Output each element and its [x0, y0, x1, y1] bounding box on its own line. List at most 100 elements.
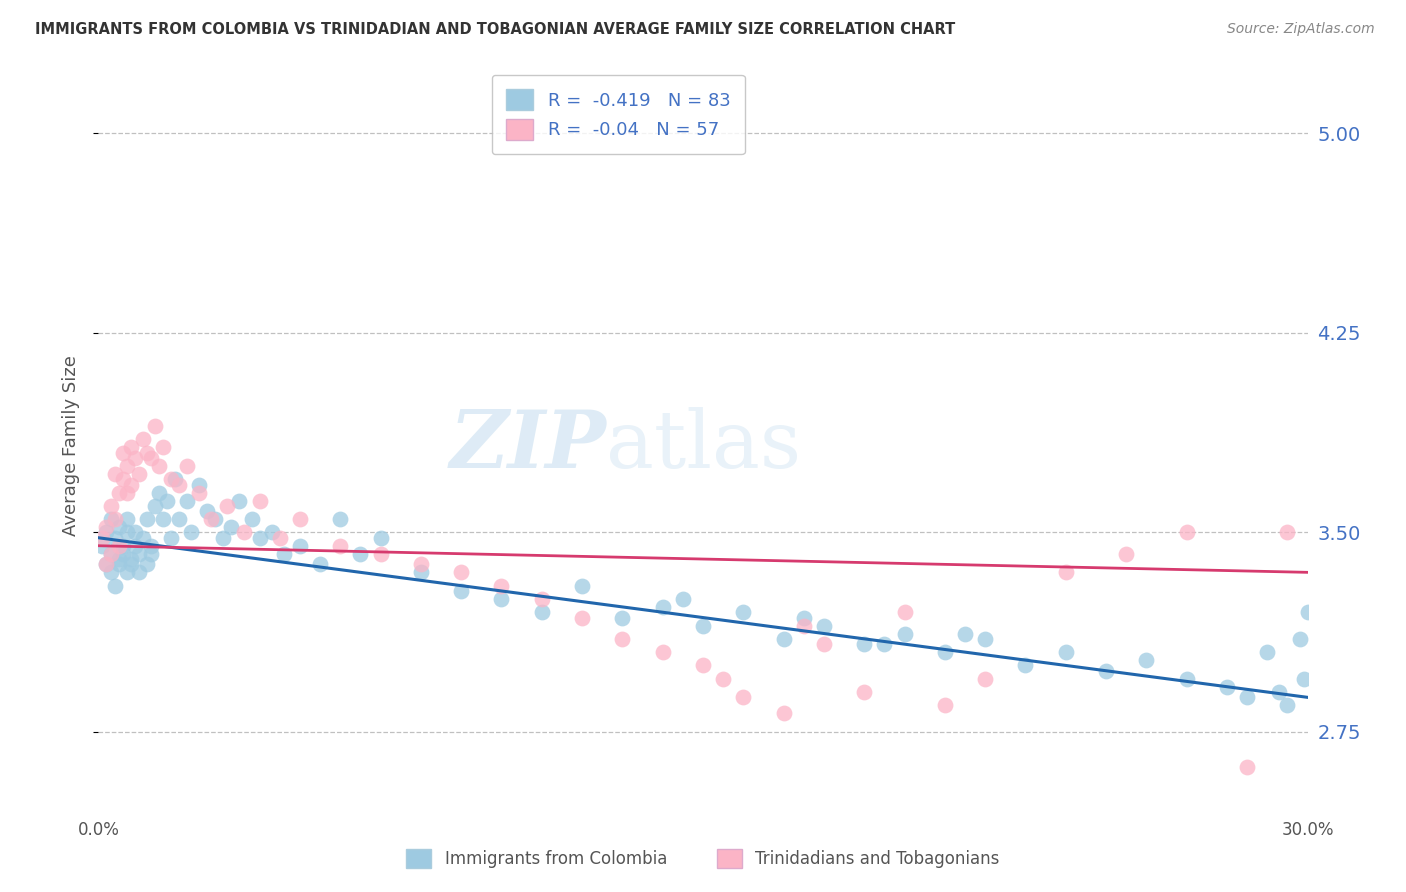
Point	[530, 605, 553, 619]
Point	[180, 525, 202, 540]
Point	[139, 539, 162, 553]
Point	[139, 547, 162, 561]
Point	[120, 477, 142, 491]
Point	[120, 440, 142, 454]
Point	[200, 512, 222, 526]
Point	[1277, 698, 1299, 713]
Point	[135, 512, 157, 526]
Point	[269, 531, 291, 545]
Point	[176, 493, 198, 508]
Point	[152, 440, 174, 454]
Point	[329, 512, 352, 526]
Point	[91, 539, 114, 553]
Point	[188, 485, 211, 500]
Point	[148, 485, 170, 500]
Point	[167, 512, 190, 526]
Point	[1256, 645, 1278, 659]
Point	[128, 566, 150, 580]
Text: ZIP: ZIP	[450, 408, 606, 484]
Point	[217, 499, 239, 513]
Point	[772, 706, 794, 721]
Point	[1054, 566, 1077, 580]
Text: atlas: atlas	[606, 407, 801, 485]
Point	[329, 539, 352, 553]
Point	[288, 539, 311, 553]
Point	[953, 626, 976, 640]
Point	[974, 672, 997, 686]
Point	[1236, 759, 1258, 773]
Point	[873, 637, 896, 651]
Point	[772, 632, 794, 646]
Y-axis label: Average Family Size: Average Family Size	[62, 356, 80, 536]
Point	[1175, 672, 1198, 686]
Point	[651, 645, 673, 659]
Point	[139, 450, 162, 465]
Point	[115, 458, 138, 473]
Point	[409, 566, 432, 580]
Point	[240, 512, 263, 526]
Point	[1135, 653, 1157, 667]
Point	[135, 558, 157, 572]
Point	[204, 512, 226, 526]
Text: IMMIGRANTS FROM COLOMBIA VS TRINIDADIAN AND TOBAGONIAN AVERAGE FAMILY SIZE CORRE: IMMIGRANTS FROM COLOMBIA VS TRINIDADIAN …	[35, 22, 956, 37]
Point	[100, 547, 122, 561]
Point	[100, 512, 122, 526]
Point	[893, 626, 915, 640]
Point	[450, 566, 472, 580]
Point	[143, 419, 166, 434]
Point	[188, 477, 211, 491]
Point	[672, 591, 695, 606]
Point	[273, 547, 295, 561]
Point	[232, 525, 254, 540]
Point	[163, 472, 186, 486]
Point	[115, 566, 138, 580]
Point	[103, 531, 125, 545]
Point	[1296, 605, 1319, 619]
Point	[450, 584, 472, 599]
Point	[893, 605, 915, 619]
Point	[160, 472, 183, 486]
Point	[571, 579, 593, 593]
Point	[107, 558, 129, 572]
Point	[115, 512, 138, 526]
Point	[1236, 690, 1258, 705]
Point	[195, 504, 218, 518]
Point	[124, 450, 146, 465]
Point	[249, 493, 271, 508]
Point	[135, 445, 157, 459]
Point	[96, 520, 118, 534]
Point	[288, 512, 311, 526]
Point	[91, 531, 114, 545]
Point	[1292, 672, 1315, 686]
Point	[96, 525, 118, 540]
Point	[167, 477, 190, 491]
Point	[103, 467, 125, 481]
Point	[1288, 632, 1310, 646]
Legend: R =  -0.419   N = 83, R =  -0.04   N = 57: R = -0.419 N = 83, R = -0.04 N = 57	[492, 75, 745, 154]
Point	[100, 547, 122, 561]
Point	[143, 499, 166, 513]
Point	[111, 445, 134, 459]
Point	[124, 525, 146, 540]
Point	[370, 547, 392, 561]
Point	[152, 512, 174, 526]
Point	[692, 658, 714, 673]
Point	[1277, 525, 1299, 540]
Point	[128, 467, 150, 481]
Point	[228, 493, 250, 508]
Point	[111, 472, 134, 486]
Legend: Immigrants from Colombia, Trinidadians and Tobagonians: Immigrants from Colombia, Trinidadians a…	[399, 843, 1007, 875]
Point	[1014, 658, 1036, 673]
Point	[733, 605, 755, 619]
Point	[1216, 680, 1239, 694]
Point	[491, 591, 513, 606]
Point	[813, 637, 835, 651]
Point	[96, 558, 118, 572]
Point	[148, 458, 170, 473]
Point	[111, 539, 134, 553]
Point	[115, 485, 138, 500]
Point	[96, 558, 118, 572]
Point	[853, 637, 876, 651]
Text: Source: ZipAtlas.com: Source: ZipAtlas.com	[1227, 22, 1375, 37]
Point	[212, 531, 235, 545]
